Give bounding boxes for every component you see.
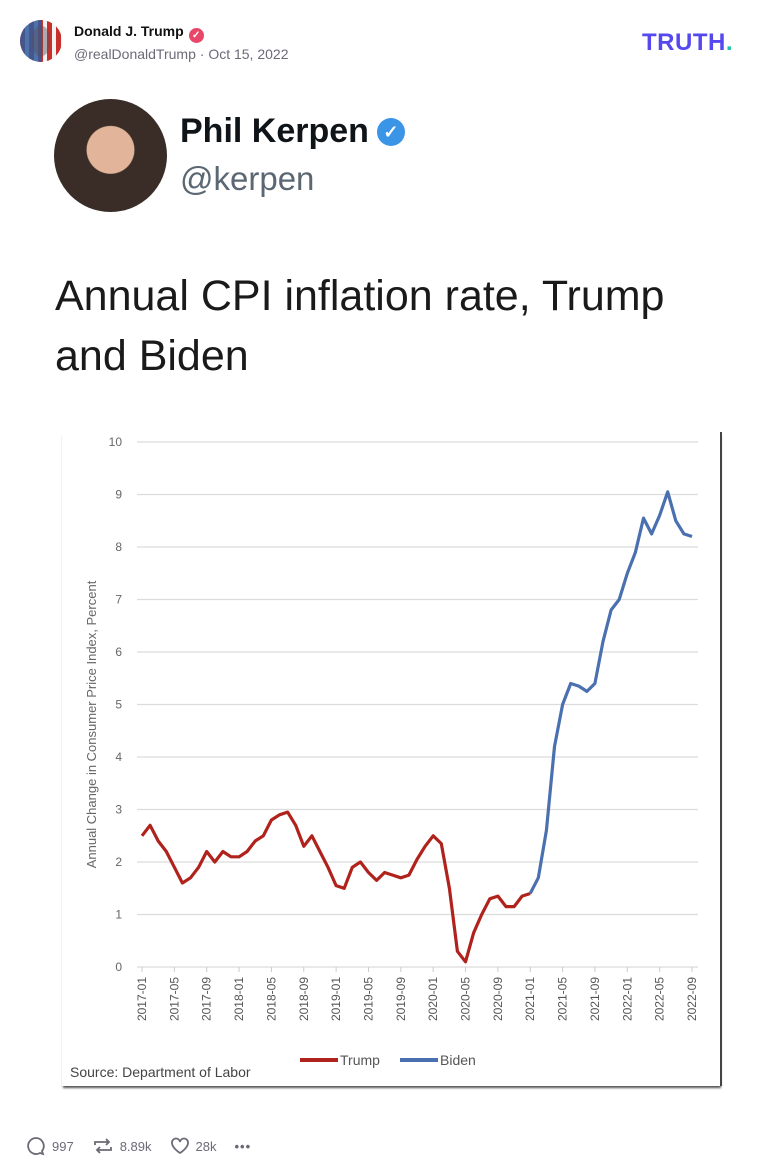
- post-date[interactable]: Oct 15, 2022: [208, 46, 289, 62]
- x-tick-label: 2018-05: [264, 977, 278, 1021]
- series-line-biden: [528, 490, 693, 895]
- x-tick-label: 2020-01: [426, 977, 440, 1021]
- x-tick-label: 2020-05: [459, 977, 473, 1021]
- x-tick-label: 2021-01: [523, 977, 537, 1021]
- post-meta: @realDonaldTrump · Oct 15, 2022: [74, 46, 288, 62]
- verified-badge-icon: ✓: [188, 28, 204, 43]
- x-tick-label: 2017-01: [135, 977, 149, 1021]
- author-avatar[interactable]: [20, 20, 62, 62]
- cpi-line-chart: 0 1 2 3 4 5 6 7 8 9 10 2017-01 2017-05 2017-09 2018-01…: [70, 435, 699, 1080]
- y-tick-label: 5: [115, 698, 122, 712]
- embedded-name: Phil Kerpen ✓: [180, 112, 405, 151]
- x-tick-label: 2017-09: [200, 977, 214, 1021]
- heart-icon: [170, 1137, 189, 1155]
- verified-badge-icon: ✓: [376, 118, 405, 146]
- x-tick-label: 2021-09: [588, 977, 602, 1021]
- x-tick-label: 2022-05: [653, 977, 667, 1021]
- author-handle[interactable]: @realDonaldTrump: [74, 46, 196, 62]
- y-tick-label: 9: [115, 488, 122, 502]
- y-tick-label: 3: [115, 803, 122, 817]
- truth-logo[interactable]: TRUTH.: [642, 29, 733, 57]
- reply-icon: [27, 1137, 45, 1156]
- x-tick-label: 2019-09: [394, 977, 408, 1021]
- embedded-avatar: [54, 99, 167, 212]
- embedded-tweet-text: Annual CPI inflation rate, Trump and Bid…: [55, 272, 665, 380]
- x-tick-label: 2019-05: [361, 977, 375, 1021]
- meta-separator: ·: [199, 46, 205, 62]
- legend-label: Trump: [340, 1052, 380, 1068]
- reply-button[interactable]: 997: [26, 1136, 74, 1156]
- x-tick-label: 2018-01: [232, 977, 246, 1021]
- y-tick-label: 1: [115, 908, 122, 922]
- retruth-button[interactable]: 8.89k: [92, 1136, 152, 1156]
- y-tick-label: 0: [115, 960, 122, 974]
- embedded-handle: @kerpen: [180, 160, 315, 197]
- like-count: 28k: [195, 1138, 217, 1154]
- more-icon: •••: [234, 1138, 252, 1154]
- x-tick-label: 2022-01: [620, 977, 634, 1021]
- y-tick-label: 2: [115, 855, 122, 869]
- post-actions: 997 8.89k 28k •••: [26, 1136, 269, 1156]
- retruth-icon: [93, 1138, 112, 1154]
- logo-text: TRUTH: [642, 29, 726, 56]
- like-button[interactable]: 28k: [170, 1136, 217, 1156]
- reply-count: 997: [52, 1138, 74, 1154]
- x-tick-label: 2018-09: [297, 977, 311, 1021]
- y-tick-label: 8: [115, 540, 122, 554]
- author-name[interactable]: Donald J. Trump ✓: [74, 23, 204, 43]
- x-tick-label: 2019-01: [329, 977, 343, 1021]
- author-name-text: Donald J. Trump: [74, 23, 184, 39]
- chart-container: 0 1 2 3 4 5 6 7 8 9 10 2017-01 2017-05 2017-09 2018-01…: [62, 432, 722, 1086]
- more-options-button[interactable]: •••: [234, 1139, 251, 1154]
- x-tick-label: 2020-09: [491, 977, 505, 1021]
- x-tick-label: 2017-05: [167, 977, 181, 1021]
- legend-label: Biden: [440, 1052, 476, 1068]
- series-line-trump: [140, 810, 531, 964]
- x-tick-label: 2021-05: [556, 977, 570, 1021]
- y-tick-label: 10: [109, 435, 123, 449]
- y-tick-label: 4: [115, 750, 122, 764]
- retruth-count: 8.89k: [119, 1138, 152, 1154]
- y-axis-label: Annual Change in Consumer Price Index, P…: [84, 580, 99, 868]
- chart-source: Source: Department of Labor: [70, 1064, 251, 1080]
- y-tick-label: 6: [115, 645, 122, 659]
- x-tick-label: 2022-09: [685, 977, 699, 1021]
- embedded-name-text: Phil Kerpen: [180, 112, 369, 150]
- y-tick-label: 7: [115, 593, 122, 607]
- logo-dot: .: [725, 29, 733, 56]
